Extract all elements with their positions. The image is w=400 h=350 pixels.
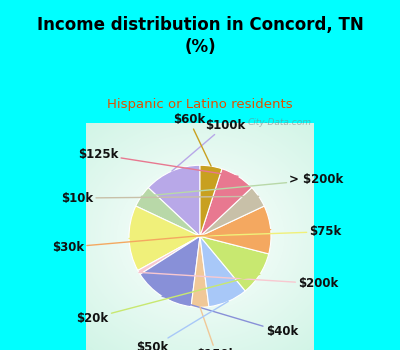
Wedge shape (200, 236, 269, 291)
Wedge shape (200, 169, 252, 236)
Text: $200k: $200k (139, 272, 338, 290)
Text: City-Data.com: City-Data.com (248, 118, 312, 127)
Text: $125k: $125k (78, 148, 238, 176)
Wedge shape (200, 188, 264, 236)
Wedge shape (129, 206, 200, 271)
Text: Hispanic or Latino residents: Hispanic or Latino residents (107, 98, 293, 111)
Text: Income distribution in Concord, TN
(%): Income distribution in Concord, TN (%) (37, 16, 363, 56)
Text: $50k: $50k (136, 301, 228, 350)
Wedge shape (138, 236, 200, 274)
Text: $30k: $30k (52, 230, 271, 254)
Text: $40k: $40k (162, 296, 298, 338)
Text: $150k: $150k (196, 307, 236, 350)
Text: $60k: $60k (173, 113, 211, 166)
Wedge shape (148, 165, 200, 236)
Text: > $200k: > $200k (141, 173, 344, 196)
Wedge shape (140, 236, 200, 307)
Wedge shape (191, 236, 209, 307)
Text: $10k: $10k (61, 191, 259, 204)
Text: $75k: $75k (129, 225, 342, 238)
Wedge shape (200, 165, 222, 236)
Text: $20k: $20k (76, 274, 260, 325)
Wedge shape (136, 188, 200, 236)
Wedge shape (200, 236, 245, 307)
Wedge shape (200, 206, 271, 254)
Text: $100k: $100k (172, 119, 246, 171)
